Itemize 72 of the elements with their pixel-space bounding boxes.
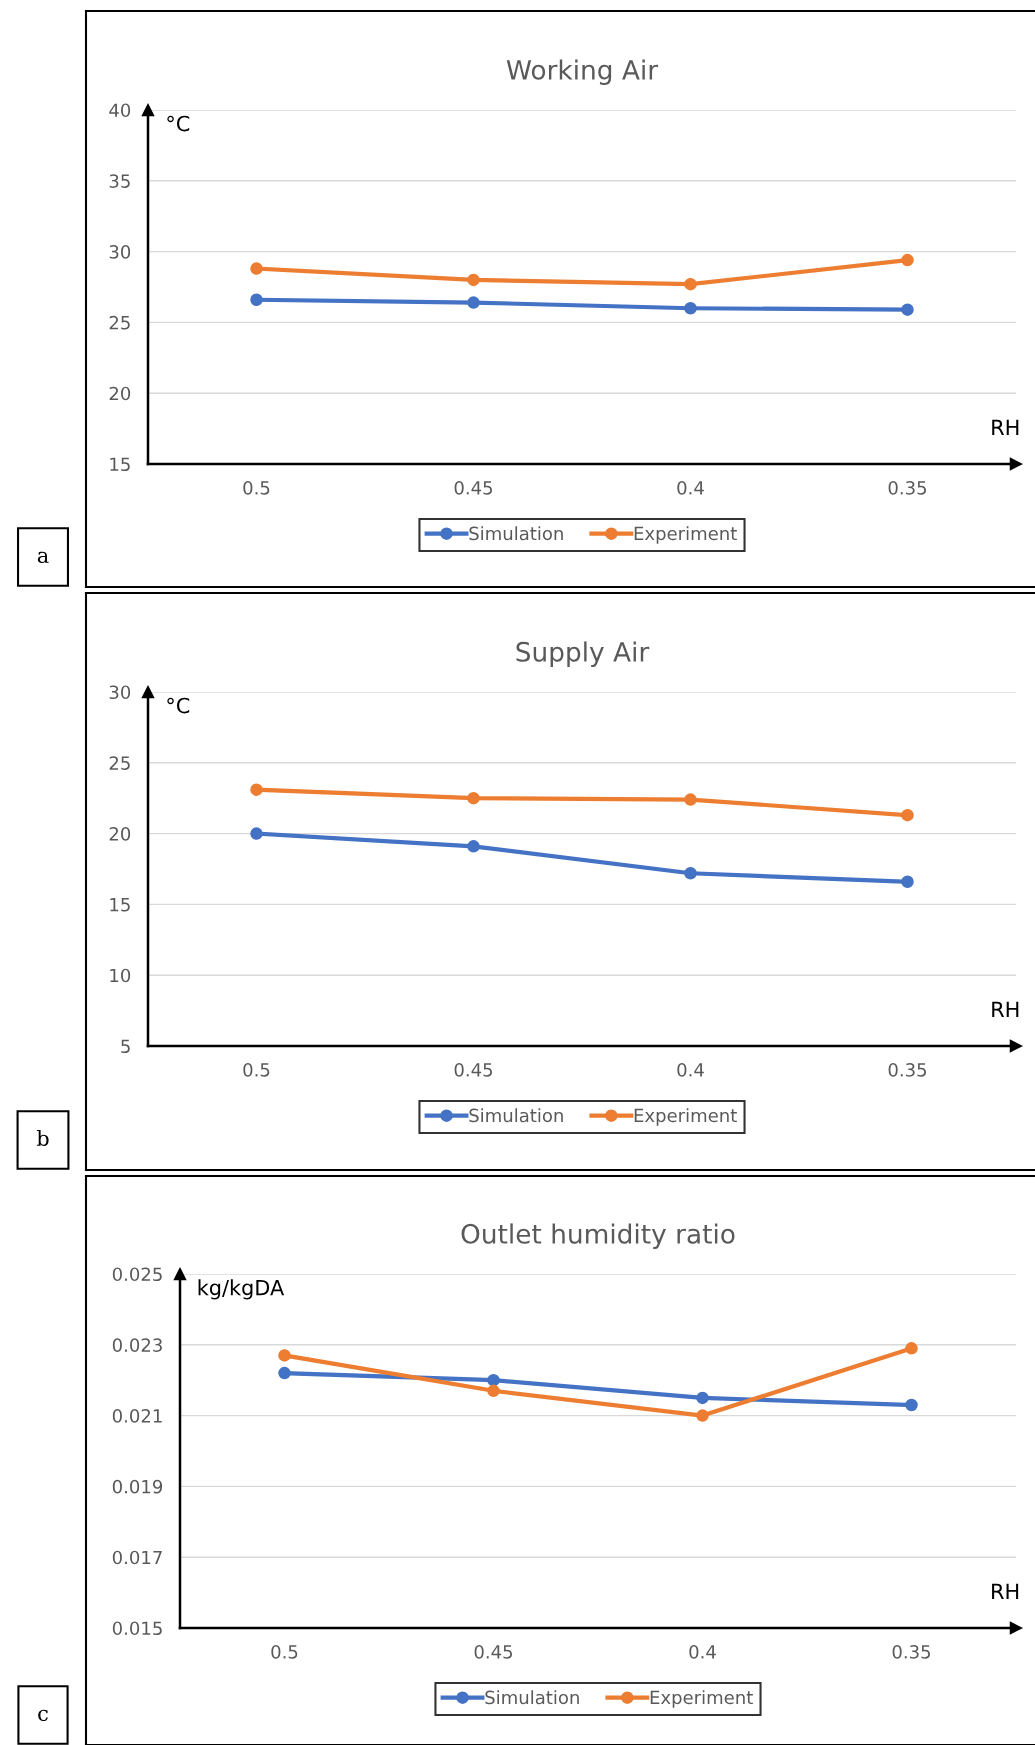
point [467,296,480,309]
text: b [36,1129,49,1147]
chart-title: Outlet humidity ratio [461,1223,735,1249]
y-tick-label: 0.019 [112,1479,163,1494]
x-tick-label: 0.45 [454,480,493,495]
point [684,277,697,291]
x-axis-title: RH [992,419,1019,435]
point [905,1342,918,1355]
legend-label: Experiment [634,526,737,544]
point [684,301,697,315]
point [250,827,263,840]
point [467,840,480,853]
point [487,1373,500,1387]
point [901,253,914,267]
point [487,1384,500,1398]
y-tick-label: 10 [110,968,131,983]
y-axis-title: °C [167,697,190,714]
point [684,866,697,880]
point [250,783,263,796]
x-tick-label: 0.35 [888,480,927,495]
y-tick-label: 20 [109,827,131,841]
x-tick-label: 0.4 [677,480,704,495]
text: c [38,1709,48,1722]
x-tick-label: 0.4 [677,1062,704,1077]
chart-title: Working Air [506,59,659,85]
x-tick-label: 0.35 [888,1062,927,1077]
y-tick-label: 15 [110,457,130,472]
y-tick-label: 30 [109,245,131,259]
y-axis-title: kg/kgDA [198,1279,285,1300]
point [696,1391,709,1405]
point [467,791,480,805]
point [905,1398,918,1412]
point [278,1366,291,1380]
y-tick-label: 0.025 [112,1267,162,1282]
point [696,1409,709,1422]
legend-label: Experiment [634,1108,737,1126]
point [901,303,914,316]
y-tick-label: 35 [109,174,130,188]
point [250,293,263,306]
y-tick-label: 15 [110,898,130,912]
point [250,262,263,275]
x-axis-title: RH [992,1001,1019,1017]
y-axis-title: °C [167,115,190,132]
point [278,1349,291,1362]
y-tick-label: 25 [109,756,130,770]
legend-label: Experiment [650,1690,753,1708]
legend-label: Simulation [469,526,563,541]
point [684,793,697,806]
chart-title: Supply Air [516,641,650,667]
y-tick-label: 0.017 [112,1550,162,1565]
x-axis-title: RH [992,1583,1019,1599]
x-tick-label: 0.5 [243,480,270,495]
x-tick-label: 0.4 [689,1644,716,1659]
text: a [37,551,49,564]
x-tick-label: 0.45 [474,1644,513,1659]
legend-label: Simulation [485,1690,579,1705]
x-tick-label: 0.5 [243,1062,270,1077]
point [901,808,914,822]
y-tick-label: 25 [109,315,130,330]
x-tick-label: 0.45 [454,1062,493,1077]
y-tick-label: 20 [109,386,131,401]
y-tick-label: 0.021 [112,1409,162,1423]
x-tick-label: 0.5 [271,1644,298,1659]
point [467,273,480,287]
legend-label: Simulation [469,1108,563,1123]
y-tick-label: 40 [109,103,131,118]
x-tick-label: 0.35 [892,1644,931,1659]
y-tick-label: 5 [121,1039,130,1054]
y-tick-label: 0.023 [112,1338,162,1352]
y-tick-label: 30 [109,685,131,700]
point [901,875,914,888]
y-tick-label: 0.015 [112,1621,162,1636]
